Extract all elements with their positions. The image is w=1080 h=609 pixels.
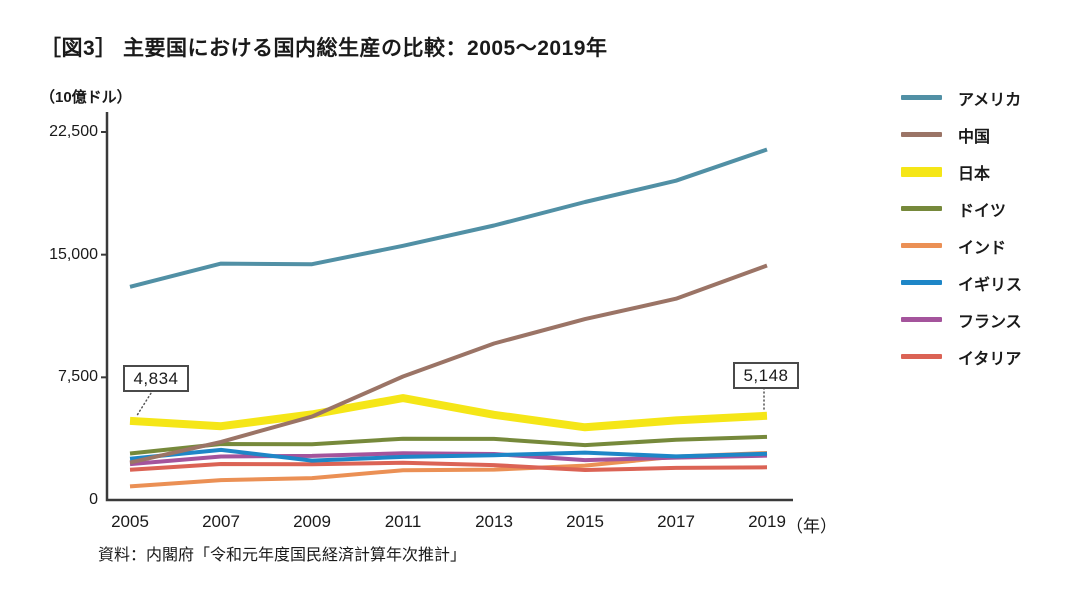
legend-label-germany: ドイツ bbox=[958, 202, 1007, 220]
annotation-japan-2019: 5,148 bbox=[733, 362, 799, 389]
legend: アメリカ 中国 日本 ドイツ インド イギリス フランス イタリア bbox=[901, 79, 1071, 375]
legend-swatch-uk bbox=[901, 280, 942, 285]
x-tick-label-2017: 2017 bbox=[657, 512, 695, 531]
legend-swatch-france bbox=[901, 317, 942, 322]
x-tick-label-2013: 2013 bbox=[475, 512, 513, 531]
legend-label-uk: イギリス bbox=[958, 276, 1023, 294]
legend-swatch-japan bbox=[901, 166, 942, 177]
y-tick-label-7500: 7,500 bbox=[57, 368, 98, 385]
legend-label-japan: 日本 bbox=[958, 165, 991, 183]
x-tick-label-2005: 2005 bbox=[111, 512, 149, 531]
series-line-6 bbox=[129, 451, 768, 467]
legend-label-italy: イタリア bbox=[958, 350, 1022, 368]
legend-item-italy: イタリア bbox=[901, 338, 1071, 375]
y-tick-label-22500: 22,500 bbox=[49, 123, 98, 140]
legend-label-china: 中国 bbox=[958, 128, 991, 146]
legend-label-usa: アメリカ bbox=[958, 91, 1022, 109]
legend-label-india: インド bbox=[958, 239, 1007, 257]
x-axis-unit-label: （年） bbox=[786, 517, 837, 536]
series-line-1 bbox=[129, 263, 768, 465]
legend-label-france: フランス bbox=[958, 313, 1022, 331]
legend-item-usa: アメリカ bbox=[901, 79, 1071, 116]
annotation-connector bbox=[135, 389, 154, 418]
legend-item-japan: 日本 bbox=[901, 153, 1071, 190]
legend-swatch-india bbox=[901, 243, 942, 248]
legend-item-india: インド bbox=[901, 227, 1071, 264]
series-line-2 bbox=[129, 394, 768, 432]
x-tick-label-2009: 2009 bbox=[293, 512, 331, 531]
y-tick-label-0: 0 bbox=[89, 491, 98, 508]
y-tick-label-15000: 15,000 bbox=[49, 246, 98, 263]
chart-title: ［図3］ 主要国における国内総生産の比較：2005～2019年 bbox=[40, 37, 608, 60]
x-tick-label-2019: 2019 bbox=[748, 512, 786, 531]
legend-swatch-usa bbox=[901, 95, 942, 100]
series-line-5 bbox=[129, 447, 768, 463]
legend-swatch-italy bbox=[901, 354, 942, 359]
series-line-7 bbox=[129, 460, 768, 472]
x-tick-label-2015: 2015 bbox=[566, 512, 604, 531]
axes bbox=[105, 112, 793, 502]
x-tick-label-2011: 2011 bbox=[384, 512, 422, 531]
legend-item-china: 中国 bbox=[901, 116, 1071, 153]
series-line-0 bbox=[129, 147, 768, 289]
legend-item-france: フランス bbox=[901, 301, 1071, 338]
y-axis-unit-label: （10億ドル） bbox=[40, 89, 132, 106]
x-tick-label-2007: 2007 bbox=[202, 512, 240, 531]
legend-swatch-germany bbox=[901, 206, 942, 211]
legend-item-germany: ドイツ bbox=[901, 190, 1071, 227]
legend-item-uk: イギリス bbox=[901, 264, 1071, 301]
series-line-3 bbox=[129, 434, 768, 456]
annotation-japan-2005: 4,834 bbox=[123, 365, 189, 392]
source-note: 資料：内閣府「令和元年度国民経済計算年次推計」 bbox=[98, 547, 467, 564]
legend-swatch-china bbox=[901, 132, 942, 137]
